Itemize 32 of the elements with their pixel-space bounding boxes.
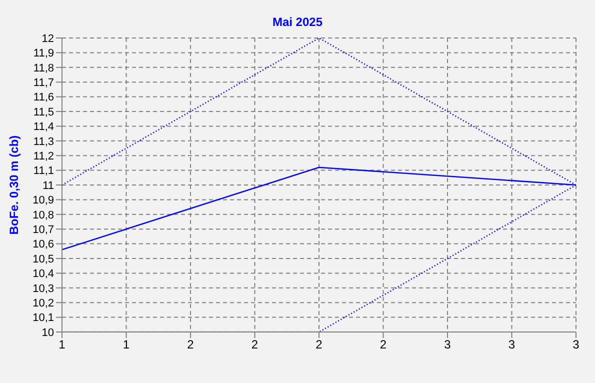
y-tick-label: 10,5 (32, 253, 54, 266)
x-tick-label: 2 (316, 338, 323, 352)
x-tick-label: 3 (508, 338, 516, 352)
x-tick-label: 2 (380, 338, 387, 352)
y-tick-label: 11,7 (33, 77, 54, 90)
y-tick-label: 12 (42, 32, 54, 45)
chart-title: Mai 2025 (271, 15, 324, 29)
y-tick-label: 11,2 (33, 150, 54, 163)
y-tick-label: 11,4 (33, 121, 54, 134)
y-tick-label: 11,3 (33, 136, 54, 148)
y-tick-label: 10,4 (32, 268, 54, 280)
x-tick-label: 3 (572, 338, 580, 352)
x-tick-label: 2 (251, 338, 258, 352)
y-tick-label: 11,5 (33, 106, 54, 118)
y-tick-label: 10,7 (32, 224, 54, 236)
x-tick-label: 1 (58, 338, 66, 352)
y-tick-label: 11,1 (33, 165, 54, 178)
y-tick-label: 10,2 (32, 298, 54, 310)
y-tick-label: 10 (42, 326, 54, 339)
x-tick-label: 1 (122, 338, 130, 352)
y-tick-label: 11,8 (33, 62, 54, 74)
y-tick-label: 10,6 (32, 238, 54, 251)
y-tick-label: 10,8 (32, 209, 54, 222)
y-axis-title: BoFe. 0,30 m (cb) (7, 135, 21, 235)
y-tick-label: 11,9 (33, 48, 54, 60)
y-tick-label: 11,6 (33, 92, 54, 104)
x-tick-label: 3 (444, 338, 452, 352)
y-tick-label: 10,9 (32, 194, 54, 207)
y-tick-label: 10,3 (32, 282, 54, 295)
y-tick-label: 11 (42, 180, 54, 192)
x-tick-label: 2 (187, 338, 194, 352)
y-tick-label: 10,1 (32, 312, 54, 324)
